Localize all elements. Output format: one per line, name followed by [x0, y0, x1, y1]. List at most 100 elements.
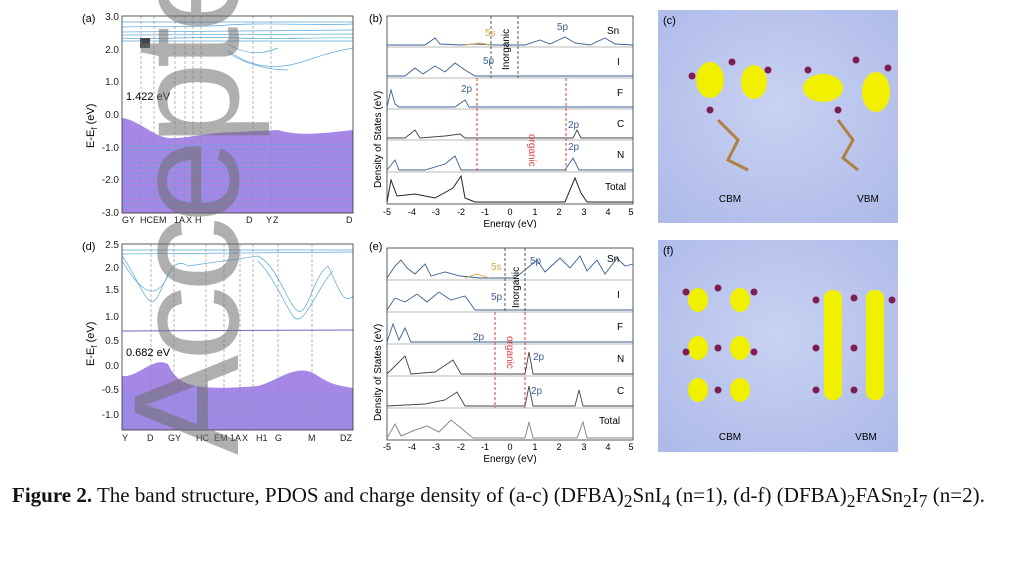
ytick-a: 1.0 [105, 77, 119, 88]
ann-5s-e: 5s [491, 262, 502, 273]
xtick-d: X [242, 433, 248, 443]
ytick-a: -1.0 [102, 143, 120, 154]
xtick-d: EM [214, 433, 228, 443]
xlabel-b: Energy (eV) [483, 219, 536, 228]
inorganic-label-b: Inorganic [501, 29, 512, 70]
xtick-d: DZ [340, 433, 352, 443]
ytick-a: 3.0 [105, 12, 119, 23]
pdos-rows-e [386, 247, 634, 441]
pdos-rows-b [386, 15, 634, 205]
ytick-a: -3.0 [102, 208, 120, 219]
bandgap-label-d: 0.682 eV [126, 347, 171, 359]
frame-d [121, 243, 354, 431]
frame-a [121, 15, 354, 214]
kpoint-lines-a [140, 16, 272, 213]
bandgap-label-a: 1.422 eV [126, 91, 171, 103]
charge-density-f: (f) CBM VBM [658, 240, 898, 452]
xtick-b: 4 [605, 207, 610, 217]
xtick-b: -4 [408, 207, 416, 217]
ylabel-e: Density of States (eV) [373, 324, 384, 421]
ytick-d: 1.5 [105, 285, 119, 296]
ytick-d: 1.0 [105, 312, 119, 323]
xtick-e: -1 [481, 442, 489, 452]
ytick-d: 2.5 [105, 240, 119, 251]
ytick-d: 0.0 [105, 361, 119, 372]
band-marker-a [140, 38, 150, 48]
ytick-a: -2.0 [102, 175, 120, 186]
xtick-a: H [195, 215, 202, 225]
xtick-e: -4 [408, 442, 416, 452]
ann-5p-sn-b: 5p [557, 22, 569, 33]
valence-lines-a [122, 143, 353, 208]
xtick-a: D [346, 215, 353, 225]
xtick-e: -3 [432, 442, 440, 452]
xtick-a: EM [153, 215, 167, 225]
xtick-b: -2 [457, 207, 465, 217]
row-label-total: Total [605, 182, 626, 193]
xtick-b: 0 [507, 207, 512, 217]
xtick-b: -1 [481, 207, 489, 217]
ylabel-a: E-Ef (eV) [85, 104, 99, 148]
valence-fill-d [122, 362, 353, 430]
cbm-label-f: CBM [719, 432, 741, 443]
xtick-a: X [186, 215, 192, 225]
ann-5p-i-b: 5p [483, 56, 495, 67]
row-label-sn: Sn [607, 26, 619, 37]
xtick-e: 2 [556, 442, 561, 452]
ylabel-d: E-Ef (eV) [85, 322, 99, 366]
ann-2p-n-b: 2p [568, 142, 580, 153]
xtick-d: G [275, 433, 282, 443]
xtick-e: 5 [628, 442, 633, 452]
ann-5s-b: 5s [485, 28, 496, 39]
ann-2p-f-b: 2p [461, 84, 473, 95]
vbm-isosurface-f [812, 290, 896, 400]
ann-2p-n-e: 2p [533, 352, 545, 363]
panel-label-c: (c) [663, 15, 676, 27]
vbm-label-c: VBM [857, 194, 879, 205]
cbm-isosurface-f [682, 284, 758, 402]
xtick-d: D [147, 433, 154, 443]
ann-5p-sn-e: 5p [530, 256, 542, 267]
kpoint-lines-d [150, 244, 313, 430]
xtick-a: GY [122, 215, 135, 225]
xtick-e: -5 [383, 442, 391, 452]
xtick-e: 1 [532, 442, 537, 452]
xlabel-e: Energy (eV) [483, 454, 536, 465]
row-label-i-e: I [617, 290, 620, 301]
conduction-bands-a [122, 21, 353, 71]
pdos-b: (b) Density of States (eV) Sn I F C N [369, 13, 634, 228]
xtick-d: 1A [230, 433, 241, 443]
row-label-f: F [617, 88, 623, 99]
ann-2p-f-e: 2p [473, 332, 485, 343]
row-label-n-e: N [617, 354, 624, 365]
xtick-b: 3 [581, 207, 586, 217]
organic-label-e: organic [504, 336, 515, 369]
ann-5p-i-e: 5p [491, 292, 503, 303]
vbm-label-f: VBM [855, 432, 877, 443]
row-label-sn-e: Sn [607, 254, 619, 265]
ytick-d: 2.0 [105, 263, 119, 274]
xtick-e: 3 [581, 442, 586, 452]
row-label-total-e: Total [599, 416, 620, 427]
xtick-d: Y [122, 433, 128, 443]
xtick-e: 0 [507, 442, 512, 452]
xtick-b: 1 [532, 207, 537, 217]
panel-label-b: (b) [369, 13, 382, 25]
ytick-d: -0.5 [102, 385, 120, 396]
ytick-d: -1.0 [102, 410, 120, 421]
xtick-d: H1 [256, 433, 268, 443]
panel-label-a: (a) [82, 13, 95, 25]
ytick-a: 0.0 [105, 110, 119, 121]
figure-number: Figure 2. [12, 483, 93, 507]
row-label-c-e: C [617, 386, 624, 397]
xtick-e: -2 [457, 442, 465, 452]
row-label-i: I [617, 57, 620, 68]
xtick-b: 5 [628, 207, 633, 217]
panel-label-d: (d) [82, 241, 95, 253]
valence-lines-d [122, 393, 353, 427]
valence-fill-a [122, 118, 353, 213]
row-label-c: C [617, 119, 624, 130]
pdos-e: (e) Density of States (eV) Sn I F N C To… [369, 241, 634, 465]
xtick-d: HC [196, 433, 209, 443]
panel-label-e: (e) [369, 241, 382, 253]
